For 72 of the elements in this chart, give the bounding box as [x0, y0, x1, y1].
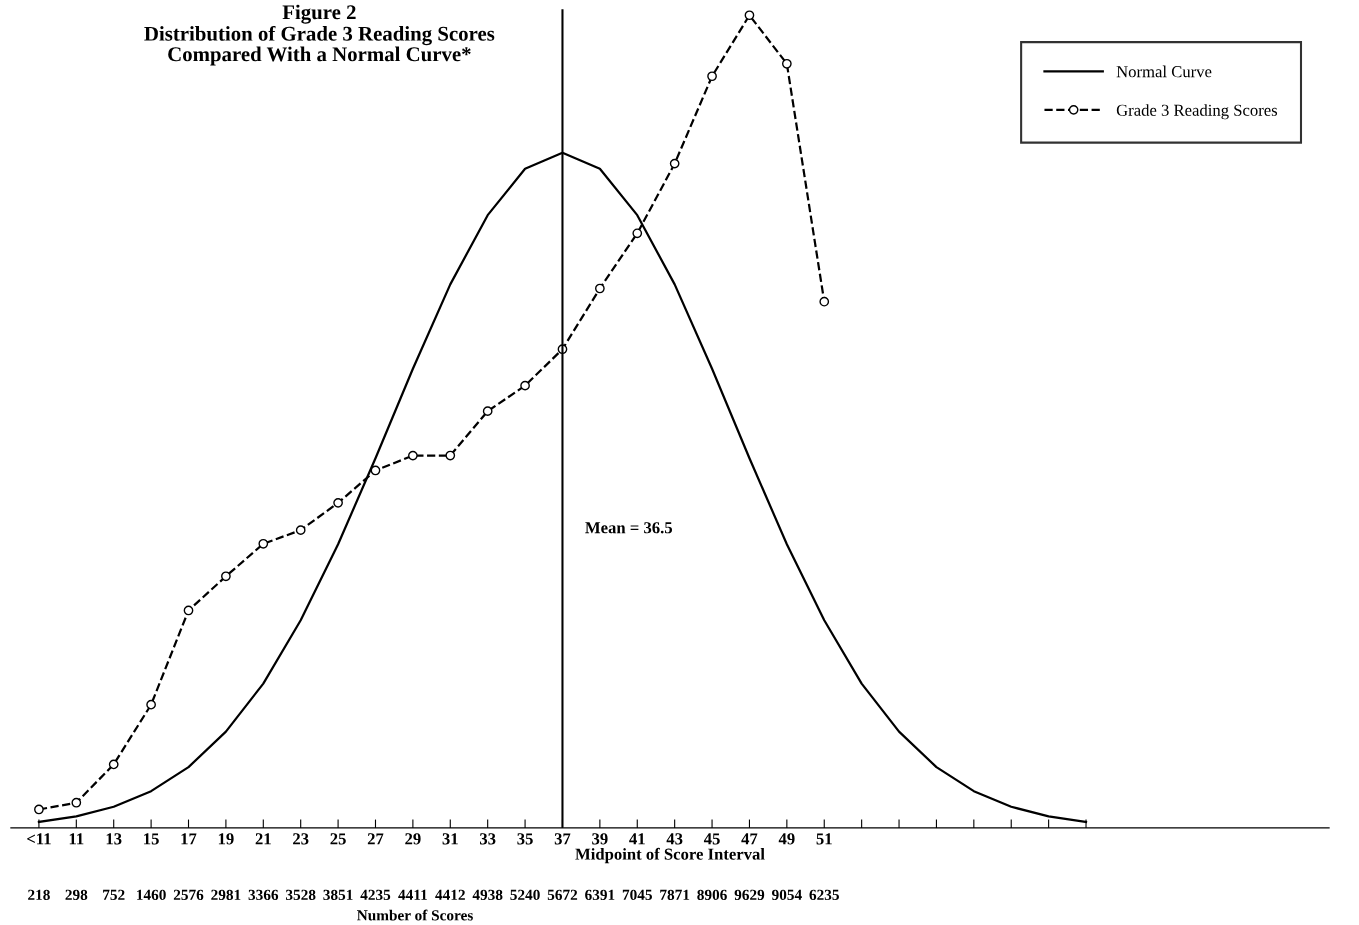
ref-line-label: Mean = 36.5 — [585, 522, 673, 534]
data-label: 218 — [28, 889, 50, 901]
x-tick-label: 43 — [666, 833, 683, 845]
point — [445, 450, 456, 461]
data-label: 2981 — [211, 889, 241, 901]
x-tick-label: 39 — [592, 833, 608, 845]
data-label: 9629 — [734, 889, 765, 901]
point — [595, 283, 605, 294]
x-tick-label: 27 — [367, 833, 384, 845]
x-tick-label: 17 — [181, 833, 197, 845]
data-label: 6391 — [585, 889, 615, 901]
data-label: 7871 — [660, 889, 690, 901]
x-tick-label: 47 — [741, 833, 758, 845]
point — [744, 10, 755, 21]
point — [819, 296, 830, 307]
point — [71, 797, 82, 808]
point — [221, 571, 231, 582]
data-label: 4938 — [472, 889, 503, 901]
data-label: 5240 — [510, 889, 540, 901]
data-label: 752 — [103, 889, 125, 901]
x-tick-label: 45 — [703, 833, 720, 845]
point — [258, 538, 269, 549]
data-label: 8906 — [697, 889, 727, 901]
data-label: 4235 — [360, 889, 391, 901]
legend-label: Grade 3 Reading Scores — [1116, 104, 1278, 120]
data-label: 7045 — [622, 889, 652, 901]
x-tick-label: 51 — [816, 833, 832, 845]
x-tick-label: 19 — [218, 833, 234, 845]
x-tick-label: 41 — [629, 833, 645, 845]
x-tick-label: <11 — [27, 833, 51, 845]
data-label: 4411 — [398, 889, 427, 900]
point — [295, 525, 306, 535]
data-label: 9054 — [771, 889, 802, 901]
x-tick-label: 49 — [778, 833, 795, 845]
chart-title: Figure 2 — [282, 4, 356, 24]
point — [482, 406, 493, 416]
point — [669, 158, 680, 169]
point — [520, 380, 530, 391]
data-label: 3851 — [323, 889, 353, 901]
text: Number of Scores — [357, 909, 473, 921]
x-tick-label: 13 — [106, 833, 122, 845]
data-label: 298 — [65, 889, 88, 901]
point — [34, 804, 44, 815]
point — [183, 605, 194, 616]
point — [108, 759, 119, 770]
x-tick-label: 33 — [479, 833, 496, 845]
x-tick-label: 29 — [405, 833, 421, 845]
data-label: 2576 — [173, 889, 204, 901]
x-tick-label: 11 — [69, 833, 84, 845]
x-tick-label: 31 — [442, 833, 458, 845]
x-tick-label: 23 — [293, 833, 309, 845]
x-tick-label: 21 — [255, 833, 271, 845]
point — [781, 58, 792, 69]
point — [370, 465, 381, 476]
data-label: 6235 — [809, 889, 839, 901]
x-tick-label: 37 — [554, 833, 571, 845]
data-label: 3366 — [248, 889, 279, 901]
point — [707, 71, 717, 82]
data-label: 4412 — [435, 889, 465, 900]
data-label: 5672 — [547, 889, 578, 901]
point — [333, 498, 343, 508]
x-axis-title: Midpoint of Score Interval — [575, 847, 765, 864]
data-label: 1460 — [137, 889, 166, 901]
text: Distribution of Grade 3 Reading Scores Compared With a Normal Curve* — [144, 25, 495, 66]
point — [632, 228, 643, 239]
point — [146, 699, 156, 710]
data-label: 3528 — [285, 889, 316, 901]
x-tick-label: 35 — [517, 833, 533, 845]
x-tick-label: 25 — [330, 833, 346, 845]
point — [408, 450, 418, 461]
legend-label: Normal Curve — [1116, 65, 1212, 78]
x-tick-label: 15 — [144, 833, 159, 845]
